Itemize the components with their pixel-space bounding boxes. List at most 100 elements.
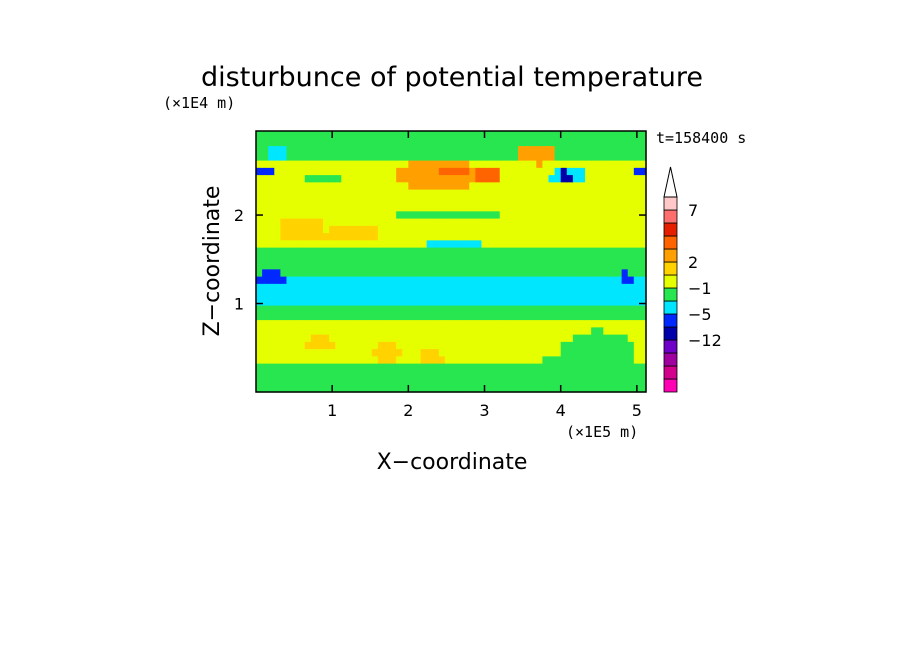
contour-cell xyxy=(622,153,629,161)
contour-cell xyxy=(384,233,391,241)
contour-cell xyxy=(634,167,641,175)
contour-cell xyxy=(439,218,446,226)
contour-cell xyxy=(268,138,275,146)
contour-cell xyxy=(591,131,598,139)
contour-cell xyxy=(311,378,318,386)
contour-cell xyxy=(341,160,348,168)
contour-cell xyxy=(475,356,482,364)
contour-cell xyxy=(421,276,428,284)
contour-cell xyxy=(347,356,354,364)
contour-cell xyxy=(286,211,293,219)
contour-cell xyxy=(451,262,458,270)
contour-cell xyxy=(524,356,531,364)
contour-cell xyxy=(628,138,635,146)
contour-cell xyxy=(390,146,397,154)
contour-cell xyxy=(573,146,580,154)
contour-cell xyxy=(293,298,300,306)
contour-cell xyxy=(451,298,458,306)
contour-cell xyxy=(341,262,348,270)
contour-cell xyxy=(433,240,440,248)
contour-cell xyxy=(542,254,549,262)
contour-cell xyxy=(573,225,580,233)
contour-cell xyxy=(512,370,519,378)
contour-cell xyxy=(628,182,635,190)
contour-cell xyxy=(561,283,568,291)
contour-cell xyxy=(500,269,507,277)
contour-cell xyxy=(408,269,415,277)
contour-cell xyxy=(311,283,318,291)
contour-cell xyxy=(524,363,531,371)
contour-cell xyxy=(518,146,525,154)
contour-cell xyxy=(597,356,604,364)
contour-cell xyxy=(402,320,409,328)
contour-cell xyxy=(421,138,428,146)
contour-cell xyxy=(616,283,623,291)
contour-cell xyxy=(555,211,562,219)
contour-cell xyxy=(609,356,616,364)
contour-cell xyxy=(542,341,549,349)
y-tick-label: 1 xyxy=(234,295,244,314)
contour-cell xyxy=(335,204,342,212)
contour-cell xyxy=(439,146,446,154)
contour-cell xyxy=(445,305,452,313)
contour-cell xyxy=(408,356,415,364)
contour-cell xyxy=(396,291,403,299)
contour-cell xyxy=(372,312,379,320)
contour-cell xyxy=(262,247,269,255)
contour-cell xyxy=(366,341,373,349)
contour-cell xyxy=(439,341,446,349)
contour-cell xyxy=(488,269,495,277)
contour-cell xyxy=(427,254,434,262)
contour-cell xyxy=(457,370,464,378)
contour-cell xyxy=(311,254,318,262)
contour-cell xyxy=(299,378,306,386)
contour-cell xyxy=(427,305,434,313)
contour-cell xyxy=(603,276,610,284)
contour-cell xyxy=(305,146,312,154)
contour-cell xyxy=(311,189,318,197)
contour-cell xyxy=(524,225,531,233)
contour-cell xyxy=(555,240,562,248)
contour-cell xyxy=(378,312,385,320)
contour-cell xyxy=(317,262,324,270)
contour-cell xyxy=(512,247,519,255)
contour-cell xyxy=(311,233,318,241)
contour-cell xyxy=(421,320,428,328)
contour-cell xyxy=(366,240,373,248)
contour-cell xyxy=(280,167,287,175)
contour-cell xyxy=(603,153,610,161)
contour-cell xyxy=(536,204,543,212)
contour-cell xyxy=(445,233,452,241)
contour-cell xyxy=(360,167,367,175)
contour-cell xyxy=(280,283,287,291)
contour-cell xyxy=(500,305,507,313)
contour-cell xyxy=(457,334,464,342)
contour-cell xyxy=(305,189,312,197)
contour-cell xyxy=(427,182,434,190)
contour-cell xyxy=(293,146,300,154)
contour-cell xyxy=(536,167,543,175)
contour-cell xyxy=(311,341,318,349)
contour-cell xyxy=(457,349,464,357)
contour-cell xyxy=(536,153,543,161)
contour-cell xyxy=(280,305,287,313)
contour-cell xyxy=(463,233,470,241)
contour-cell xyxy=(567,182,574,190)
contour-cell xyxy=(311,320,318,328)
contour-cell xyxy=(372,247,379,255)
contour-cell xyxy=(512,153,519,161)
contour-cell xyxy=(396,298,403,306)
contour-cell xyxy=(268,276,275,284)
contour-cell xyxy=(500,196,507,204)
contour-cell xyxy=(567,349,574,357)
contour-cell xyxy=(518,262,525,270)
contour-cell xyxy=(408,225,415,233)
contour-cell xyxy=(262,370,269,378)
contour-cell xyxy=(634,247,641,255)
contour-cell xyxy=(555,356,562,364)
contour-cell xyxy=(585,349,592,357)
contour-cell xyxy=(512,167,519,175)
contour-cell xyxy=(573,160,580,168)
contour-cell xyxy=(542,349,549,357)
contour-cell xyxy=(512,182,519,190)
